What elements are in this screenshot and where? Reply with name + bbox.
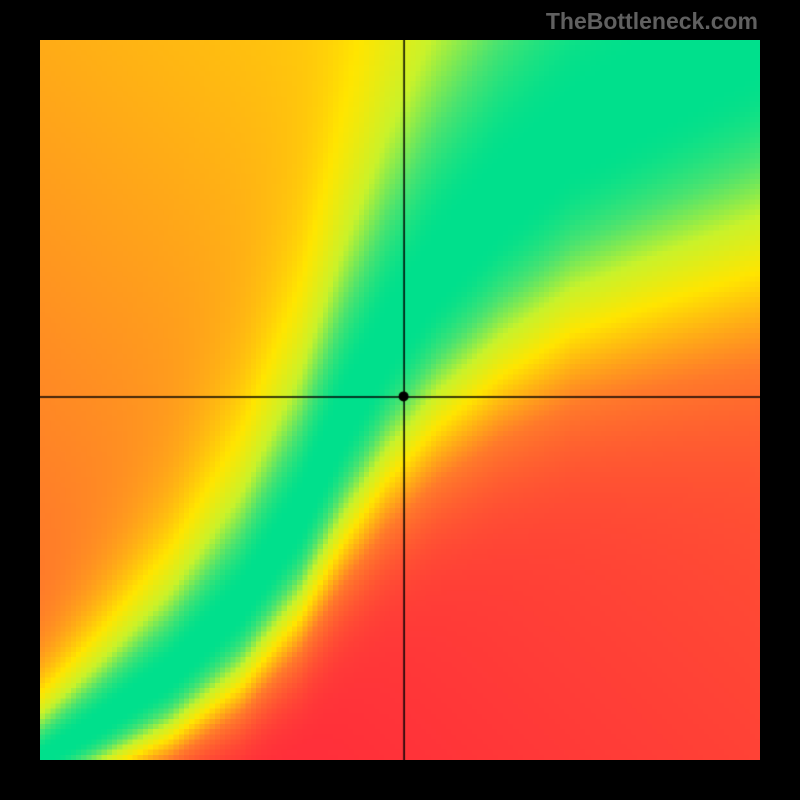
watermark-text: TheBottleneck.com (546, 8, 758, 35)
chart-container: TheBottleneck.com (0, 0, 800, 800)
overlay-canvas (40, 40, 760, 760)
